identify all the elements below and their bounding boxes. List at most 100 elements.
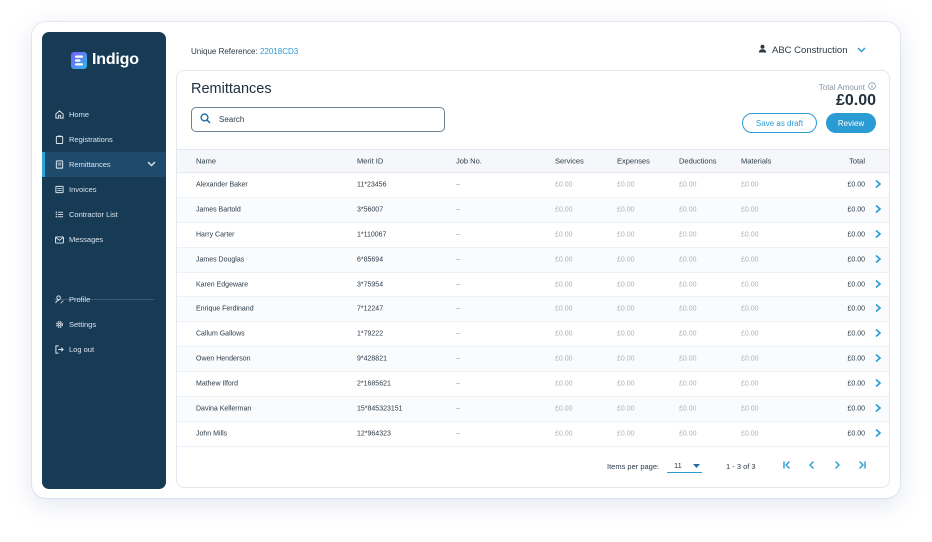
table-row[interactable]: James Bartold 3*56007 – £0.00 £0.00 £0.00 £0.0… (177, 197, 889, 223)
sidebar-item-home[interactable]: Home (42, 102, 166, 127)
cell-merit-id: 9*428821 (357, 355, 387, 363)
sidebar-item-profile[interactable]: Profile (42, 287, 166, 312)
cell-name: Karen Edgeware (196, 281, 249, 288)
previous-page-button[interactable] (804, 458, 820, 474)
cell-name: Owen Henderson (196, 355, 251, 363)
cell-services: £0.00 (555, 281, 573, 288)
cell-total: £0.00 (847, 305, 865, 313)
mail-icon (55, 235, 64, 244)
table-row[interactable]: Davina Kellerman 15*845323151 – £0.00 £0.00 £… (177, 397, 889, 422)
save-as-draft-button[interactable]: Save as draft (742, 113, 817, 133)
chevron-right-icon[interactable] (874, 279, 882, 290)
chevron-right-icon[interactable] (874, 204, 882, 215)
table-row[interactable]: Harry Carter 1*110067 – £0.00 £0.00 £0.00 £0.0… (177, 223, 889, 248)
cell-expenses: £0.00 (617, 256, 635, 264)
cell-materials: £0.00 (741, 181, 759, 189)
chevron-right-icon[interactable] (874, 179, 882, 190)
last-page-icon (857, 460, 867, 472)
first-page-button[interactable] (779, 458, 795, 474)
caret-down-icon (693, 461, 700, 470)
cell-expenses: £0.00 (617, 231, 635, 239)
column-header-deductions[interactable]: Deductions (679, 156, 717, 166)
table-row[interactable]: Alexander Baker 11*23456 – £0.00 £0.00 £0.00 £… (177, 173, 889, 198)
sidebar-item-label: Invoices (69, 185, 97, 194)
sidebar-item-messages[interactable]: Messages (42, 227, 166, 252)
chevron-right-icon[interactable] (874, 329, 882, 340)
sidebar-item-label: Remittances (69, 160, 111, 169)
search-box[interactable] (191, 107, 445, 132)
cell-total: £0.00 (847, 206, 865, 214)
cell-services: £0.00 (555, 181, 573, 189)
cell-materials: £0.00 (741, 206, 759, 214)
sidebar-item-invoices[interactable]: Invoices (42, 177, 166, 202)
chevron-right-icon[interactable] (874, 254, 882, 265)
cell-merit-id: 12*964323 (357, 430, 391, 438)
sidebar-secondary-nav: Profile Settings Log out (42, 287, 166, 362)
brand-logo[interactable]: Indigo (71, 51, 139, 69)
chevron-right-icon[interactable] (874, 403, 882, 414)
info-icon[interactable] (868, 82, 876, 92)
cell-materials: £0.00 (741, 330, 759, 338)
chevron-left-icon (807, 460, 817, 472)
cell-deductions: £0.00 (679, 380, 697, 388)
cell-name: James Douglas (196, 256, 245, 264)
column-header-total[interactable]: Total (849, 156, 865, 166)
sidebar: Indigo Home Registrations Remittances (42, 32, 166, 489)
remittances-table: Name Merit ID Job No. Services Expenses … (177, 149, 889, 447)
cell-expenses: £0.00 (617, 380, 635, 388)
invoice-icon (55, 185, 64, 194)
gear-icon (55, 320, 64, 329)
cell-merit-id: 7*12247 (357, 305, 384, 313)
table-row[interactable]: Owen Henderson 9*428821 – £0.00 £0.00 £0.00 £0… (177, 347, 889, 373)
indigo-logo-icon (71, 51, 87, 69)
column-header-expenses[interactable]: Expenses (617, 156, 650, 166)
chevron-right-icon[interactable] (874, 428, 882, 439)
sidebar-item-logout[interactable]: Log out (42, 337, 166, 362)
column-header-name[interactable]: Name (196, 156, 217, 166)
cell-name: Mathew Ilford (196, 380, 239, 388)
sidebar-item-contractor-list[interactable]: Contractor List (42, 202, 166, 227)
cell-materials: £0.00 (741, 430, 759, 438)
page-title: Remittances (191, 81, 272, 97)
column-header-materials[interactable]: Materials (741, 156, 772, 166)
review-button[interactable]: Review (826, 113, 876, 133)
home-icon (55, 110, 64, 119)
cell-services: £0.00 (555, 305, 573, 313)
cell-total: £0.00 (847, 181, 865, 189)
last-page-button[interactable] (854, 458, 870, 474)
cell-job-no: – (456, 206, 460, 214)
chevron-right-icon[interactable] (874, 378, 882, 390)
chevron-right-icon[interactable] (874, 229, 882, 240)
items-per-page-select[interactable]: 11 (667, 459, 702, 473)
cell-job-no: – (456, 181, 460, 189)
cell-total: £0.00 (847, 281, 865, 288)
table-row[interactable]: Callum Gallows 1*79222 – £0.00 £0.00 £0.00 £0.… (177, 322, 889, 348)
column-header-services[interactable]: Services (555, 156, 584, 166)
table-row[interactable]: Karen Edgeware 3*75954 – £0.00 £0.00 £0.00 £0.… (177, 273, 889, 298)
next-page-button[interactable] (829, 458, 845, 474)
chevron-down-icon[interactable] (147, 160, 156, 169)
cell-materials: £0.00 (741, 405, 759, 413)
cell-merit-id: 6*85694 (357, 256, 384, 264)
cell-deductions: £0.00 (679, 305, 697, 313)
cell-job-no: – (456, 430, 460, 438)
sidebar-item-label: Registrations (69, 135, 113, 144)
sidebar-item-registrations[interactable]: Registrations (42, 127, 166, 152)
sidebar-item-remittances[interactable]: Remittances (42, 152, 166, 177)
table-row[interactable]: James Douglas 6*85694 – £0.00 £0.00 £0.00 £0.0… (177, 247, 889, 273)
column-header-job-no[interactable]: Job No. (456, 156, 482, 166)
sidebar-item-settings[interactable]: Settings (42, 312, 166, 337)
chevron-right-icon[interactable] (874, 304, 882, 315)
cell-deductions: £0.00 (679, 206, 697, 214)
column-header-merit-id[interactable]: Merit ID (357, 156, 384, 166)
cell-job-no: – (456, 380, 460, 388)
cell-deductions: £0.00 (679, 181, 697, 189)
chevron-right-icon[interactable] (874, 354, 882, 365)
first-page-icon (782, 460, 792, 472)
cell-total: £0.00 (847, 430, 865, 438)
search-input[interactable] (219, 115, 419, 124)
table-row[interactable]: Mathew Ilford 2*1685621 – £0.00 £0.00 £0.00 £0… (177, 372, 889, 398)
table-row[interactable]: Enrique Ferdinand 7*12247 – £0.00 £0.00 £0.00… (177, 297, 889, 323)
table-row[interactable]: John Mills 12*964323 – £0.00 £0.00 £0.00 £0.00… (177, 422, 889, 447)
account-switcher[interactable]: ABC Construction (758, 44, 866, 56)
